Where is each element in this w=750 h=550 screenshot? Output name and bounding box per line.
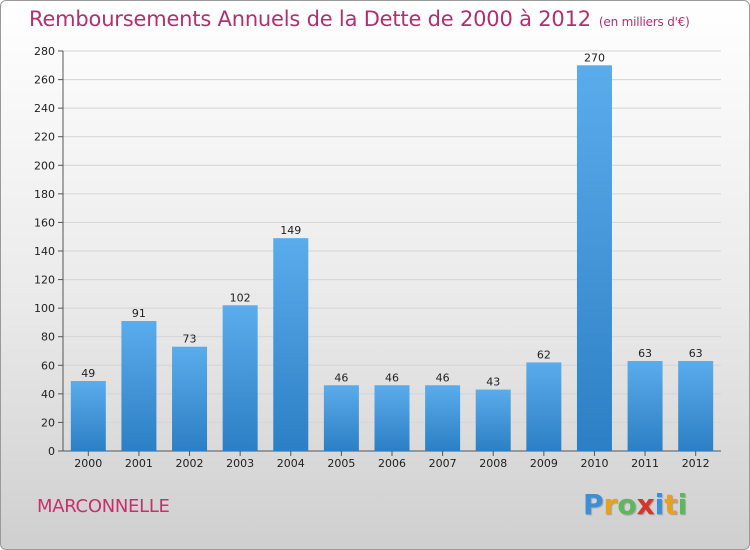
proxiti-logo: Proxiti [583, 488, 687, 521]
x-tick-label-2008: 2008 [479, 457, 507, 470]
y-tick-label: 180 [34, 188, 55, 201]
bar-2005 [323, 385, 359, 451]
bar-2011 [627, 361, 663, 451]
x-tick-label-2002: 2002 [176, 457, 204, 470]
logo-letter: i [677, 488, 688, 521]
bar-2000 [70, 381, 106, 451]
bar-2003 [222, 305, 258, 451]
bar-2002 [172, 346, 208, 451]
x-tick-label-2011: 2011 [631, 457, 659, 470]
logo-letter: i [654, 488, 665, 521]
commune-name: MARCONNELLE [37, 496, 170, 517]
x-tick-label-2007: 2007 [429, 457, 457, 470]
bars [70, 65, 714, 452]
logo-letter: o [617, 488, 637, 521]
x-tick-label-2010: 2010 [580, 457, 608, 470]
y-tick-label: 280 [34, 45, 55, 58]
y-tick-label: 20 [41, 416, 55, 429]
bar-2008 [475, 389, 511, 451]
y-tick-label: 260 [34, 74, 55, 87]
value-label-2008: 43 [486, 376, 500, 389]
value-label-2011: 63 [638, 347, 652, 360]
bar-2012 [678, 361, 714, 451]
y-tick-label: 100 [34, 302, 55, 315]
y-tick-label: 0 [48, 445, 55, 458]
y-tick-label: 60 [41, 359, 55, 372]
y-tick-label: 40 [41, 388, 55, 401]
logo-letter: t [664, 488, 678, 521]
value-label-2003: 102 [230, 291, 251, 304]
value-label-2005: 46 [334, 371, 348, 384]
y-tick-label: 240 [34, 102, 55, 115]
bar-2006 [374, 385, 410, 451]
logo-letter: x [636, 488, 655, 521]
title-text: Remboursements Annuels de la Dette de 20… [29, 7, 591, 31]
bar-2009 [526, 362, 562, 451]
value-label-2004: 149 [280, 224, 301, 237]
value-label-2010: 270 [584, 51, 605, 64]
x-tick-label-2005: 2005 [327, 457, 355, 470]
y-tick-label: 160 [34, 216, 55, 229]
x-tick-label-2001: 2001 [125, 457, 153, 470]
value-label-2007: 46 [436, 371, 450, 384]
chart-title: Remboursements Annuels de la Dette de 20… [29, 7, 690, 31]
y-tick-label: 140 [34, 245, 55, 258]
y-tick-label: 120 [34, 274, 55, 287]
labels: 49 91 73 102 149 46 46 46 43 62 270 63 63 [81, 51, 702, 388]
value-label-2002: 73 [183, 333, 197, 346]
y-tick-label: 200 [34, 159, 55, 172]
chart-subtitle: (en milliers d'€) [598, 15, 690, 29]
x-tick-label-2003: 2003 [226, 457, 254, 470]
value-label-2012: 63 [689, 347, 703, 360]
value-label-2001: 91 [132, 307, 146, 320]
logo-letter: r [603, 488, 618, 521]
bar-2007 [425, 385, 461, 451]
y-tick-label: 80 [41, 331, 55, 344]
value-label-2000: 49 [81, 367, 95, 380]
x-tick-label-2012: 2012 [682, 457, 710, 470]
bar-2001 [121, 321, 157, 451]
value-label-2009: 62 [537, 348, 551, 361]
y-tick-label: 220 [34, 131, 55, 144]
x-tick-label-2004: 2004 [277, 457, 305, 470]
x-tick-label-2000: 2000 [74, 457, 102, 470]
bar-2004 [273, 238, 309, 451]
value-label-2006: 46 [385, 371, 399, 384]
bar-2010 [576, 65, 612, 452]
x-tick-label-2009: 2009 [530, 457, 558, 470]
x-tick-label-2006: 2006 [378, 457, 406, 470]
logo-letter: P [583, 488, 604, 521]
